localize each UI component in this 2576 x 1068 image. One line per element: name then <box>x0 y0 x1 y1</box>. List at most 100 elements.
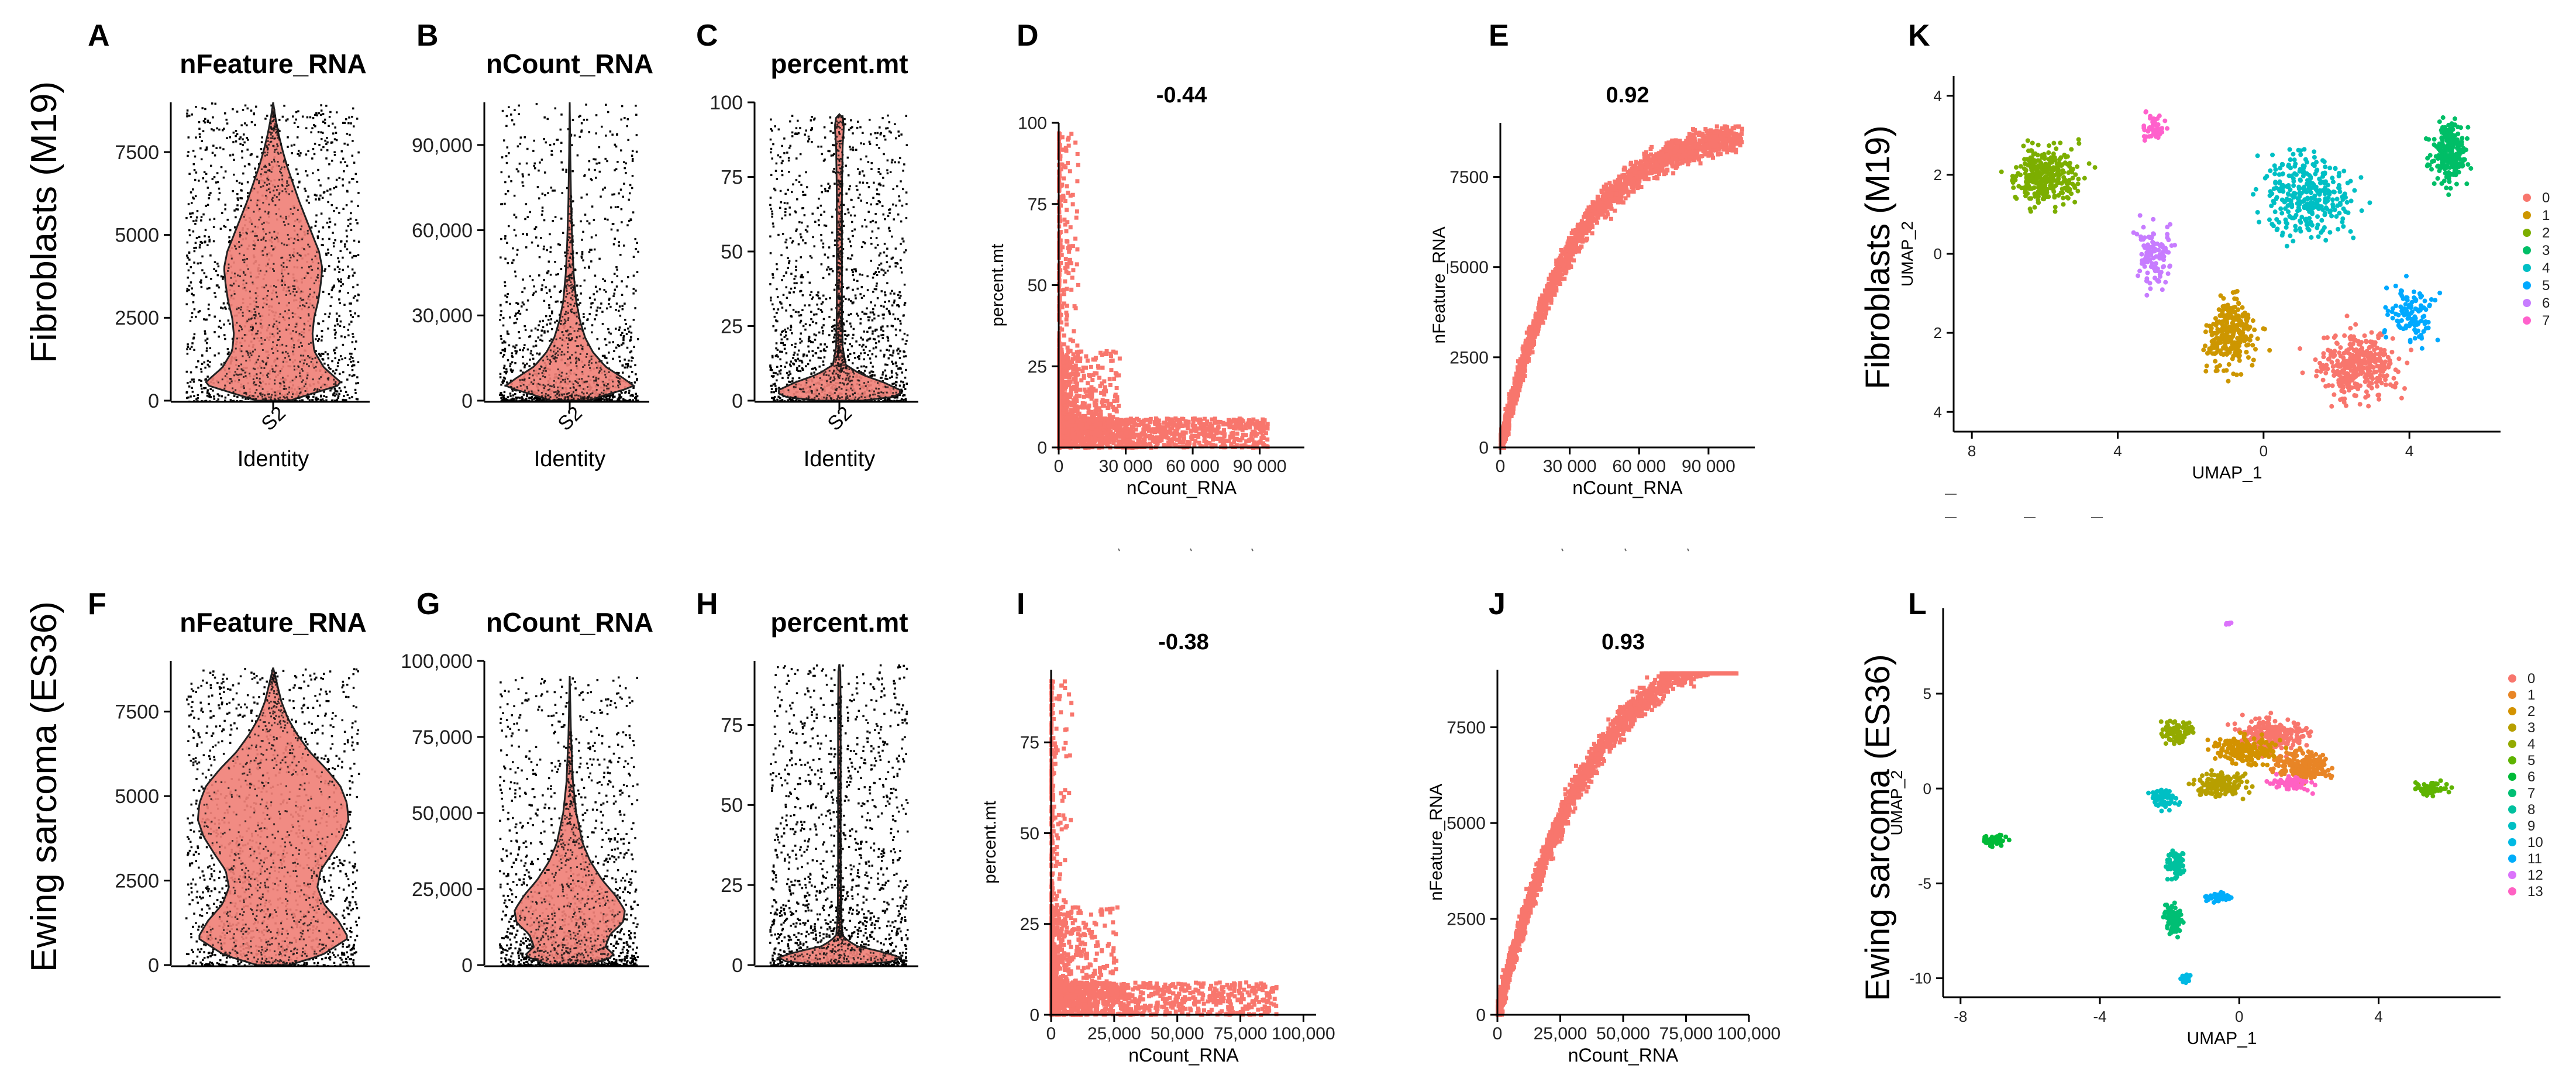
jitter-point <box>198 128 201 130</box>
jitter-point <box>791 380 794 383</box>
jitter-point <box>792 357 794 359</box>
jitter-point <box>867 211 870 213</box>
violin-point <box>570 361 571 363</box>
jitter-point <box>844 342 846 344</box>
violin-point <box>539 368 540 370</box>
jitter-point <box>188 289 190 291</box>
jitter-point <box>616 268 618 271</box>
jitter-point <box>804 242 807 244</box>
jitter-point <box>879 126 881 129</box>
panel-title: nFeature_RNA <box>180 49 367 79</box>
jitter-point <box>621 280 623 282</box>
jitter-point <box>334 325 336 327</box>
violin-point <box>234 273 236 274</box>
jitter-point <box>623 182 625 185</box>
jitter-point <box>877 297 879 299</box>
jitter-point <box>611 133 614 136</box>
jitter-point <box>205 276 208 278</box>
jitter-point <box>883 135 886 137</box>
jitter-point <box>532 354 534 356</box>
jitter-point <box>213 395 215 398</box>
jitter-point <box>791 115 794 117</box>
violin-point <box>278 322 280 323</box>
jitter-point <box>340 321 342 323</box>
jitter-point <box>562 232 564 235</box>
jitter-point <box>188 270 190 272</box>
jitter-point <box>559 291 562 294</box>
jitter-point <box>519 337 521 339</box>
violin-point <box>292 291 294 292</box>
jitter-point <box>870 260 873 262</box>
jitter-point <box>632 150 634 153</box>
jitter-point <box>332 232 334 234</box>
jitter-point <box>788 160 790 162</box>
jitter-point <box>523 347 525 349</box>
violin-point <box>596 389 598 391</box>
jitter-point <box>834 289 836 291</box>
jitter-point <box>339 325 342 328</box>
violin-point <box>309 325 311 327</box>
jitter-point <box>191 342 194 344</box>
violin-point <box>570 218 571 219</box>
jitter-point <box>187 151 190 153</box>
jitter-point <box>594 249 596 251</box>
jitter-point <box>206 121 209 123</box>
violin-point <box>267 140 269 142</box>
violin-point <box>575 352 577 353</box>
violin-point <box>569 198 571 200</box>
violin-point <box>263 287 265 288</box>
violin-point <box>549 388 550 390</box>
jitter-point <box>872 330 874 333</box>
jitter-point <box>317 235 319 237</box>
jitter-point <box>781 306 784 309</box>
jitter-point <box>589 249 591 251</box>
violin-point <box>595 398 597 399</box>
jitter-point <box>628 360 630 362</box>
jitter-point <box>243 133 245 136</box>
jitter-point <box>503 380 505 383</box>
violin-point <box>277 151 278 153</box>
jitter-point <box>582 259 584 261</box>
jitter-point <box>852 337 854 340</box>
jitter-point <box>529 275 532 278</box>
jitter-point <box>329 390 332 392</box>
violin-point <box>549 398 550 399</box>
jitter-point <box>318 198 321 200</box>
violin-point <box>578 359 580 361</box>
jitter-point <box>504 181 507 184</box>
jitter-point <box>612 341 614 343</box>
jitter-point <box>527 216 529 218</box>
jitter-point <box>540 335 543 337</box>
jitter-point <box>211 128 213 130</box>
violin-point <box>571 284 573 285</box>
violin-point <box>573 257 574 259</box>
violin-point <box>576 345 578 347</box>
jitter-point <box>624 367 626 369</box>
violin-point <box>581 329 583 330</box>
violin-point <box>252 281 253 283</box>
violin-point <box>588 375 590 377</box>
jitter-point <box>514 229 516 232</box>
jitter-point <box>819 343 822 346</box>
jitter-point <box>577 154 579 157</box>
jitter-point <box>595 114 598 116</box>
violin-point <box>266 374 268 376</box>
violin-point <box>531 391 533 392</box>
jitter-point <box>315 397 318 399</box>
jitter-point <box>328 265 330 267</box>
violin-point <box>314 367 315 368</box>
jitter-point <box>828 316 831 318</box>
violin-point <box>555 360 557 362</box>
jitter-point <box>775 170 777 172</box>
jitter-point <box>321 339 323 342</box>
jitter-point <box>349 181 351 184</box>
violin-point <box>550 349 552 351</box>
violin-point <box>253 211 254 213</box>
jitter-point <box>200 380 202 383</box>
jitter-point <box>631 332 633 334</box>
jitter-point <box>859 344 861 346</box>
jitter-point <box>549 315 551 318</box>
jitter-point <box>227 353 229 356</box>
jitter-point <box>537 186 539 188</box>
violin-point <box>275 365 277 367</box>
